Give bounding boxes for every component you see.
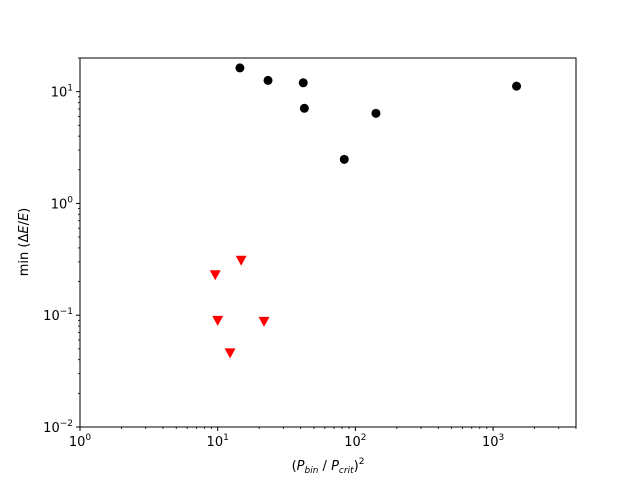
triangle-point [209, 270, 221, 281]
x-tick-label: 101 [207, 433, 229, 450]
circle-point [235, 63, 245, 73]
circle-point [299, 103, 309, 113]
plot-frame [79, 57, 577, 428]
y-axis-label: min (ΔE/E) [17, 208, 32, 277]
y-tick-labels: 10−2 10−1 100 101 [43, 84, 73, 436]
y-tick-label: 10−1 [43, 307, 73, 324]
triangle-point [235, 255, 247, 266]
y-tick-label: 101 [51, 84, 73, 101]
x-tick-label: 100 [69, 433, 92, 450]
circle-point [298, 78, 308, 88]
x-tick-labels: 100 101 102 103 [69, 433, 504, 450]
minor-ticks [78, 57, 577, 429]
x-tick-label: 102 [344, 433, 366, 450]
x-tick-label: 103 [482, 433, 504, 450]
major-ticks [76, 91, 494, 431]
y-tick-label: 100 [51, 195, 74, 212]
circle-point [371, 108, 381, 118]
y-tick-label: 10−2 [43, 419, 73, 436]
triangle-point [212, 315, 224, 326]
circle-point [339, 154, 349, 164]
circle-point [512, 81, 522, 91]
data-points [209, 63, 522, 359]
triangle-point [258, 316, 270, 327]
circle-point [263, 75, 273, 85]
triangle-point [224, 348, 236, 359]
x-axis-label: (Pbin / Pcrit)2 [292, 457, 365, 476]
